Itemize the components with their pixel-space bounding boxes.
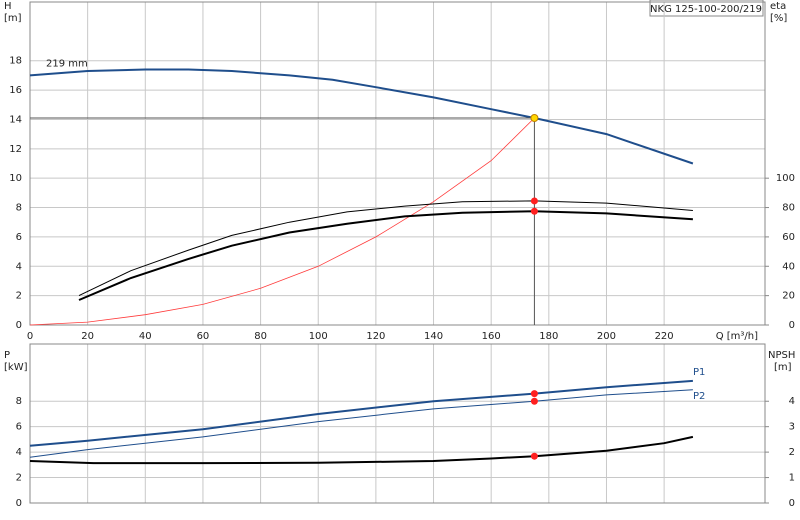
y-tick-label: 16 (9, 85, 22, 96)
operating-point (530, 113, 539, 122)
curve (78, 210, 693, 301)
curve (29, 379, 693, 447)
x-tick-label: 0 (27, 331, 33, 342)
x-tick-label: 140 (424, 331, 443, 342)
y-tick-label: 6 (16, 422, 22, 433)
y-tick-label: 8 (16, 396, 22, 407)
x-label: Q [m³/h] (716, 331, 758, 342)
x-tick-label: 40 (139, 331, 152, 342)
curve (29, 389, 693, 458)
y2-tick-label: 80 (782, 203, 795, 214)
y2-label: eta (770, 1, 786, 12)
series-label: P2 (693, 391, 705, 402)
x-tick-label: 100 (309, 331, 328, 342)
y-unit: [kW] (4, 362, 28, 373)
y-tick-label: 2 (16, 291, 22, 302)
y-tick-label: 10 (9, 173, 22, 184)
y2-unit: [%] (770, 13, 787, 24)
x-tick-label: 80 (254, 331, 267, 342)
curve (29, 68, 694, 165)
x-tick-label: 220 (655, 331, 674, 342)
y-tick-label: 8 (16, 203, 22, 214)
y-tick-label: 0 (16, 320, 22, 331)
x-tick-label: 120 (366, 331, 385, 342)
series-label: P1 (693, 367, 705, 378)
x-tick-label: 60 (197, 331, 210, 342)
operating-point (530, 197, 538, 205)
y2-label: NPSH (768, 350, 795, 361)
curve (29, 117, 535, 326)
y-tick-label: 4 (16, 447, 22, 458)
y2-tick-label: 2 (789, 447, 795, 458)
series-label: 219 mm (46, 58, 88, 69)
x-tick-label: 160 (482, 331, 501, 342)
y-tick-label: 18 (9, 56, 22, 67)
plot-frame (29, 343, 766, 504)
y2-tick-label: 1 (789, 473, 795, 484)
plot-frame (29, 1, 766, 326)
operating-point (530, 452, 538, 460)
y2-tick-label: 3 (789, 422, 795, 433)
y-tick-label: 6 (16, 232, 22, 243)
y2-tick-label: 100 (776, 173, 795, 184)
title-box (649, 0, 764, 17)
x-tick-label: 200 (597, 331, 616, 342)
y-tick-label: 2 (16, 473, 22, 484)
y2-tick-label: 4 (789, 396, 795, 407)
y2-tick-label: 20 (782, 291, 795, 302)
y2-tick-label: 40 (782, 261, 795, 272)
y2-tick-label: 0 (789, 498, 795, 509)
y2-unit: [m] (774, 362, 792, 373)
y-label: H (4, 1, 12, 12)
y-tick-label: 0 (16, 498, 22, 509)
operating-point (530, 207, 538, 215)
y-tick-label: 4 (16, 261, 22, 272)
x-tick-label: 20 (81, 331, 94, 342)
y2-tick-label: 0 (789, 320, 795, 331)
curve (78, 200, 693, 297)
x-tick-label: 180 (539, 331, 558, 342)
curve (29, 435, 694, 465)
operating-point (530, 397, 538, 405)
y-unit: [m] (4, 13, 22, 24)
y-tick-label: 12 (9, 144, 22, 155)
y2-tick-label: 60 (782, 232, 795, 243)
operating-point (530, 390, 538, 398)
chart-title: NKG 125-100-200/219 (650, 4, 762, 15)
y-label: P (4, 350, 10, 361)
y-tick-label: 14 (9, 114, 22, 125)
